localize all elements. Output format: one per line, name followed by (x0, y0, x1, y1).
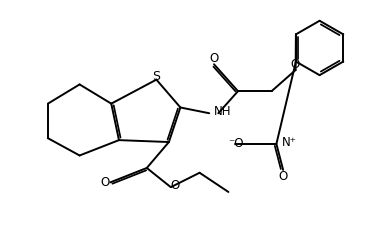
Text: O: O (209, 52, 218, 65)
Text: O: O (101, 176, 110, 189)
Text: ⁻O: ⁻O (228, 138, 244, 150)
Text: O: O (171, 179, 180, 192)
Text: O: O (290, 58, 299, 71)
Text: NH: NH (214, 105, 231, 118)
Text: O: O (279, 170, 288, 183)
Text: S: S (152, 70, 160, 83)
Text: N⁺: N⁺ (282, 136, 296, 149)
